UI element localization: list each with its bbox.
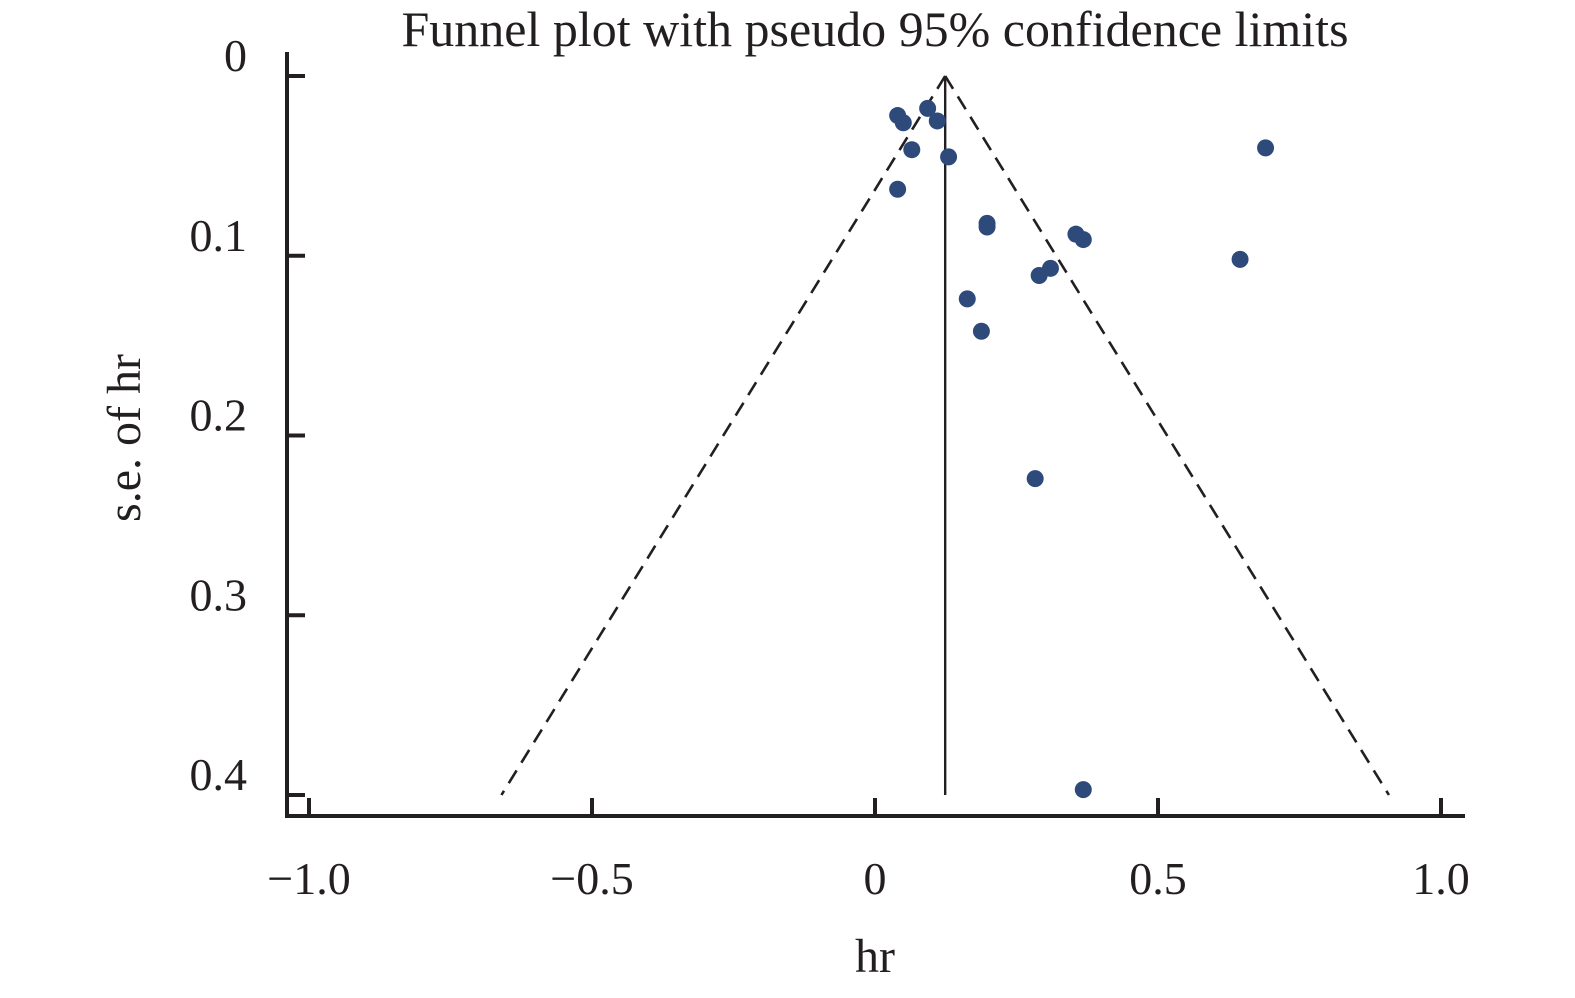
y-tick-label: 0.4 [190, 749, 248, 800]
chart-title: Funnel plot with pseudo 95% confidence l… [401, 1, 1348, 57]
x-tick-label: 0 [864, 853, 887, 904]
study-point [889, 180, 907, 198]
y-tick-label: 0.2 [190, 390, 248, 441]
x-axis-label: hr [855, 930, 895, 983]
study-point [894, 114, 912, 132]
study-point [1026, 470, 1044, 488]
x-tick-label: −0.5 [550, 853, 633, 904]
study-point [1074, 781, 1092, 799]
study-point [903, 141, 921, 159]
study-point [1030, 267, 1048, 285]
y-axis-label: s.e. of hr [98, 354, 151, 522]
study-point [978, 218, 996, 236]
y-tick-label: 0 [224, 30, 247, 81]
study-point [1074, 231, 1092, 249]
y-tick-label: 0.1 [190, 210, 248, 261]
study-point [958, 290, 976, 308]
x-tick-label: −1.0 [267, 853, 350, 904]
x-tick-label: 1.0 [1412, 853, 1470, 904]
study-point [940, 148, 958, 166]
y-ticks: 0 0.1 0.2 0.3 0.4 [190, 30, 305, 800]
y-tick-label: 0.3 [190, 569, 248, 620]
x-tick-label: 0.5 [1129, 853, 1187, 904]
lower-confidence-limit [500, 75, 947, 796]
study-point [972, 322, 990, 340]
study-points [889, 99, 1275, 799]
study-point [928, 112, 946, 130]
x-ticks: −1.0 −0.5 0 0.5 1.0 [267, 798, 1470, 904]
upper-confidence-limit [944, 75, 1391, 796]
confidence-funnel [500, 75, 1391, 796]
study-point [1231, 250, 1249, 268]
axes [285, 52, 1465, 818]
study-point [1257, 139, 1275, 157]
study-point [919, 99, 937, 117]
